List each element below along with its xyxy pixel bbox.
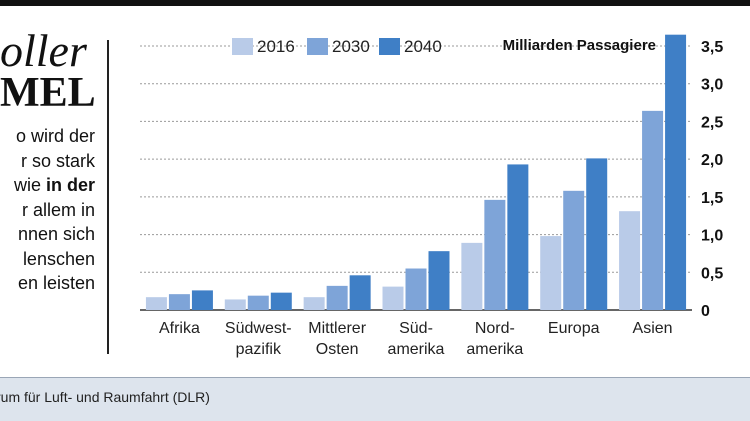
y-tick-label: 2,0: [701, 152, 723, 169]
intro-line-text: nnen sich: [17, 224, 95, 244]
legend-swatch-2016: [232, 38, 253, 55]
bar-2016: [224, 299, 246, 310]
category-label: Afrika: [159, 320, 200, 337]
bar-2016: [619, 211, 641, 310]
category-label: Osten: [316, 341, 359, 358]
intro-line: lenschen: [0, 247, 95, 272]
category-label: amerika: [388, 341, 445, 358]
y-tick-label: 1,5: [701, 190, 723, 207]
legend-swatch-2030: [307, 38, 328, 55]
bar-2040: [665, 34, 687, 310]
category-label: pazifik: [236, 341, 282, 358]
intro-line: o wird der: [0, 124, 95, 149]
intro-text: o wird der r so stark wie in der r allem in…: [0, 124, 95, 296]
bar-2040: [191, 290, 213, 310]
bar-2030: [484, 199, 506, 310]
legend-swatch-2040: [379, 38, 400, 55]
bar-2030: [563, 190, 585, 310]
category-label: Mittlerer: [308, 320, 366, 337]
category-label: Nord-: [475, 320, 515, 337]
y-tick-label: 0,5: [701, 265, 723, 282]
category-label: Südwest-: [225, 320, 292, 337]
footer-band: rum für Luft- und Raumfahrt (DLR): [0, 377, 750, 421]
y-tick-label: 3,0: [701, 77, 723, 94]
category-label: Süd-: [399, 320, 433, 337]
bar-2040: [428, 251, 450, 310]
intro-line: wie in der: [0, 173, 95, 198]
y-tick-label: 2,5: [701, 114, 723, 131]
bar-2016: [145, 297, 167, 310]
bar-2040: [507, 164, 529, 310]
category-label: Asien: [633, 320, 673, 337]
bar-2016: [461, 242, 483, 310]
headline-line-1: oller: [0, 25, 87, 76]
intro-line-text: r allem in: [21, 199, 95, 220]
bar-2040: [586, 158, 608, 310]
bar-2030: [168, 294, 190, 310]
bar-2030: [642, 110, 664, 311]
bar-2016: [382, 286, 404, 310]
column-divider: [107, 40, 109, 354]
y-tick-label: 0: [701, 303, 710, 320]
source-text: rum für Luft- und Raumfahrt (DLR): [0, 389, 210, 405]
intro-line-bold: in der: [45, 175, 95, 195]
intro-line-text: r so stark: [20, 150, 95, 171]
bar-2030: [405, 268, 427, 310]
legend-label-2040: 2040: [404, 37, 442, 56]
intro-line: r so stark: [0, 149, 95, 174]
bar-2030: [247, 295, 269, 310]
legend-label-2016: 2016: [257, 37, 295, 56]
legend-label-2030: 2030: [332, 37, 370, 56]
intro-line-text: lenschen: [22, 248, 95, 269]
headline-line-2: MEL: [0, 70, 96, 116]
intro-line: en leisten: [0, 271, 95, 296]
y-tick-label: 1,0: [701, 228, 723, 245]
y-tick-label: 3,5: [701, 39, 723, 56]
bar-2016: [540, 236, 562, 310]
bar-2040: [349, 275, 371, 310]
y-axis-label: Milliarden Passagiere: [503, 37, 656, 54]
intro-line: nnen sich: [0, 222, 95, 247]
intro-line: r allem in: [0, 198, 95, 223]
top-bar: [0, 0, 750, 6]
bar-2040: [270, 292, 292, 310]
intro-line-text: en leisten: [17, 273, 95, 293]
intro-line-text: o wird der: [15, 126, 95, 146]
passenger-bar-chart: 0 0,5 1,0 1,5 2,0 2,5 3,0 3,5 Milliarden Passagi…: [140, 34, 723, 358]
category-label: Europa: [548, 320, 600, 337]
bar-2030: [326, 285, 348, 310]
category-label: amerika: [466, 341, 523, 358]
footer-rule: [0, 377, 750, 378]
intro-line-text: wie: [13, 175, 46, 195]
bar-2016: [303, 297, 325, 310]
